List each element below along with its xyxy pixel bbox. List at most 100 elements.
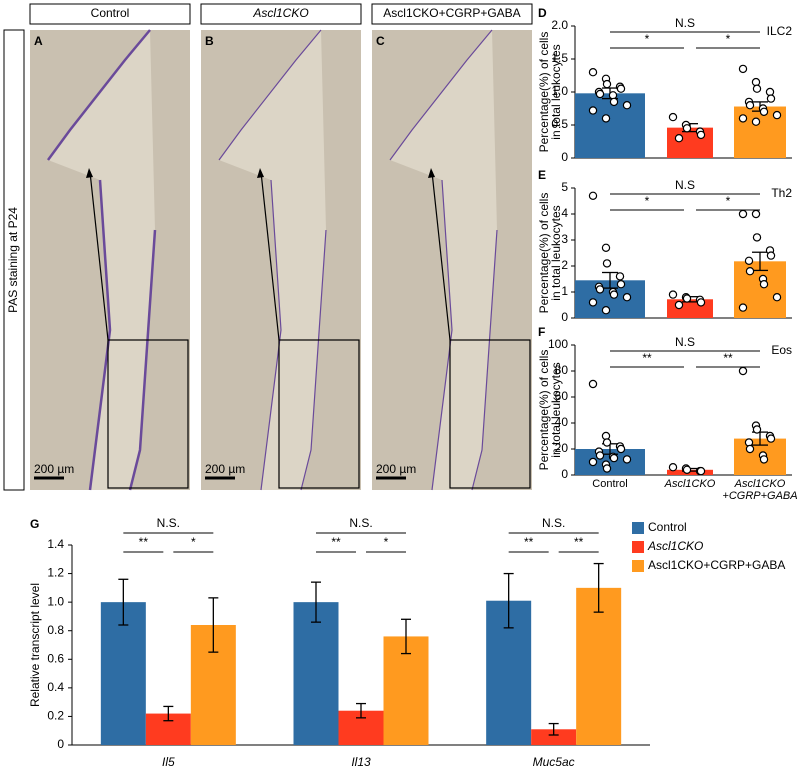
- data-point: [682, 465, 692, 474]
- panel-letter: F: [538, 325, 545, 339]
- data-point: [616, 444, 626, 454]
- arrow-head: [86, 168, 93, 178]
- data-point: [696, 130, 706, 140]
- data-point: [588, 298, 598, 307]
- data-point: [738, 303, 748, 312]
- chart-title: Th2: [771, 186, 792, 200]
- bar: [667, 127, 713, 158]
- panel-header-box: [200, 3, 362, 25]
- y-tick-label: 0.2: [47, 709, 64, 723]
- x-tick-label: Il5: [162, 755, 175, 769]
- data-point: [772, 293, 782, 302]
- legend-label: Ascl1CKO: [647, 539, 703, 553]
- significance-label: N.S.: [542, 516, 565, 530]
- data-point: [682, 124, 692, 133]
- panel-letter: D: [538, 6, 547, 20]
- data-point: [738, 64, 748, 74]
- data-point: [745, 100, 755, 110]
- data-point: [766, 94, 776, 103]
- panel-letter: A: [34, 34, 43, 48]
- y-tick-label: 3: [561, 232, 568, 246]
- bar: [100, 602, 146, 745]
- arrow-head: [428, 168, 435, 178]
- data-point: [772, 110, 782, 120]
- y-tick-label: 0.6: [47, 651, 64, 665]
- data-point: [601, 243, 611, 252]
- data-point: [609, 290, 619, 299]
- data-point: [588, 67, 598, 77]
- data-point: [601, 306, 611, 315]
- x-tick-label: Ascl1CKO +CGRP+GABA: [722, 478, 798, 502]
- data-point: [615, 272, 625, 281]
- data-point: [588, 191, 598, 200]
- side-label: PAS staining at P24: [6, 207, 20, 313]
- y-tick-label: 0: [561, 467, 568, 481]
- airway-lumen: [219, 30, 326, 490]
- y-tick-label: 60: [555, 389, 569, 403]
- y-axis-label: Percentage(%) of cells: [537, 350, 551, 471]
- legend-label: Control: [648, 520, 687, 534]
- data-point: [595, 285, 605, 294]
- significance-label: *: [726, 32, 731, 46]
- data-point: [738, 366, 748, 376]
- significance-label: *: [645, 194, 650, 208]
- y-tick-label: 4: [561, 206, 568, 220]
- data-point: [766, 251, 776, 260]
- data-point: [751, 209, 761, 219]
- significance-label: **: [524, 535, 534, 549]
- y-axis-label: in total leukocytes: [549, 362, 563, 457]
- chart-title: ILC2: [767, 24, 793, 38]
- data-point: [752, 233, 762, 242]
- data-point: [759, 280, 769, 289]
- y-tick-label: 1.5: [551, 51, 568, 65]
- y-tick-label: 1.4: [47, 537, 64, 551]
- legend-label: Ascl1CKO+CGRP+GABA: [648, 558, 785, 572]
- panel-header-box: [371, 3, 533, 25]
- x-tick-label: Il13: [351, 755, 371, 769]
- epithelium: [46, 29, 157, 491]
- y-tick-label: 0: [57, 737, 64, 751]
- data-point: [745, 267, 755, 276]
- scale-bar-label: 200 µm: [34, 462, 74, 476]
- x-tick-label-box: Ascl1CKO +CGRP+GABA: [722, 478, 798, 502]
- data-point: [696, 466, 706, 476]
- inset-box: [107, 339, 189, 489]
- inset-box: [278, 339, 360, 489]
- significance-label: N.S.: [157, 516, 180, 530]
- scale-bar-label: 200 µm: [205, 462, 245, 476]
- data-point: [602, 79, 612, 89]
- panel-header: Ascl1CKO+CGRP+GABA: [383, 6, 520, 20]
- x-tick-label: Control: [592, 478, 628, 490]
- data-point: [602, 438, 612, 447]
- data-point: [765, 87, 775, 97]
- y-axis-label: in total leukocytes: [549, 205, 563, 300]
- data-point: [752, 425, 762, 434]
- data-point: [588, 457, 598, 467]
- bar: [575, 93, 645, 158]
- arrow: [89, 171, 109, 341]
- arrow: [431, 171, 451, 341]
- significance-label: N.S: [675, 178, 695, 192]
- x-tick-label-box: Control: [592, 478, 628, 490]
- data-point: [766, 434, 776, 443]
- y-tick-label: 40: [555, 415, 569, 429]
- panel-header: Control: [91, 6, 130, 20]
- data-point: [609, 453, 619, 463]
- panel-letter: B: [205, 34, 214, 48]
- data-point: [602, 259, 612, 268]
- chart-title: Eos: [771, 343, 792, 357]
- significance-label: **: [642, 351, 652, 365]
- y-axis-label: Percentage(%) of cells: [537, 193, 551, 314]
- y-tick-label: 1: [561, 284, 568, 298]
- y-axis-label: in total leukocytes: [549, 44, 563, 139]
- inset-box: [449, 339, 531, 489]
- data-point: [622, 100, 632, 110]
- significance-label: N.S: [675, 335, 695, 349]
- legend-swatch: [632, 522, 644, 534]
- y-tick-label: 1.0: [47, 594, 64, 608]
- airway-lumen: [48, 30, 155, 490]
- panel-header: Ascl1CKO: [252, 6, 308, 20]
- data-point: [759, 455, 769, 464]
- x-tick-label-box: Ascl1CKO: [665, 478, 716, 490]
